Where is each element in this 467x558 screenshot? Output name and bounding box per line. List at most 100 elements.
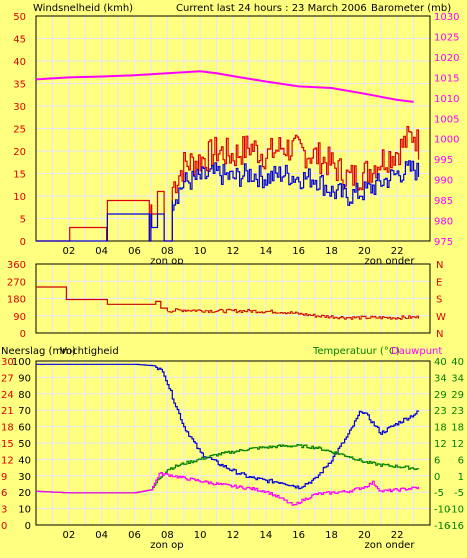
hour-tick-label: 14 <box>259 246 272 257</box>
humidity-tick-label: 100 <box>12 357 31 368</box>
sunrise-label: zon op <box>150 540 183 551</box>
temperature-tick-label: 18 <box>434 423 447 434</box>
compass-tick-label: E <box>436 277 442 288</box>
wind-mean-line <box>172 160 420 211</box>
hour-tick-label: 06 <box>128 530 141 541</box>
humidity-tick-label: 40 <box>18 455 31 466</box>
compass-tick-label: S <box>436 295 442 306</box>
humidity-line <box>36 363 420 490</box>
compass-tick-label: N <box>436 329 443 340</box>
wind-speed-tick-label: 50 <box>13 12 26 23</box>
dewpoint-tick-label: 29 <box>451 390 464 401</box>
humidity-tick-label: 30 <box>18 472 31 483</box>
temperature-tick-label: 29 <box>434 390 447 401</box>
hour-tick-label: 06 <box>128 246 141 257</box>
compass-tick-label: W <box>436 312 446 323</box>
barometer-tick-label: 980 <box>434 217 453 228</box>
wind-pressure-panel: 0510152025303540455097598098599099510001… <box>13 12 459 267</box>
compass-tick-label: N <box>436 260 443 271</box>
barometer-tick-label: 995 <box>434 155 453 166</box>
humidity-temperature-panel: 0369121518212427300102030405060708090100… <box>1 357 464 551</box>
barometer-tick-label: 1030 <box>434 12 459 23</box>
panel-frame <box>35 263 431 334</box>
panel-frame <box>35 360 431 526</box>
wind-speed-tick-label: 10 <box>13 192 26 203</box>
wind-speed-tick-label: 40 <box>13 57 26 68</box>
barometer-tick-label: 985 <box>434 196 453 207</box>
dewpoint-tick-label: 34 <box>451 373 464 384</box>
temperature-tick-label: 0 <box>434 472 440 483</box>
dewpoint-tick-label: 6 <box>458 455 464 466</box>
wind-direction-tick-label: 0 <box>20 329 26 340</box>
wind-direction-tick-label: 180 <box>7 295 26 306</box>
barometer-tick-label: 1015 <box>434 73 459 84</box>
wind-speed-tick-label: 20 <box>13 147 26 158</box>
hour-tick-label: 10 <box>194 246 207 257</box>
wind-mean-line <box>36 200 173 242</box>
hour-tick-label: 04 <box>95 530 108 541</box>
hour-tick-label: 08 <box>161 530 174 541</box>
hour-tick-label: 16 <box>292 246 305 257</box>
temperature-tick-label: -5 <box>434 488 444 499</box>
hour-tick-label: 20 <box>358 530 371 541</box>
wind-speed-tick-label: 45 <box>13 35 26 46</box>
barometer-tick-label: 975 <box>434 237 453 248</box>
precipitation-tick-label: 15 <box>1 439 14 450</box>
chart-title: Current last 24 hours : 23 March 2006 <box>176 3 367 14</box>
hour-tick-label: 18 <box>325 530 338 541</box>
hour-tick-label: 16 <box>292 530 305 541</box>
humidity-tick-label: 70 <box>18 406 31 417</box>
hour-tick-label: 12 <box>227 530 240 541</box>
hour-tick-label: 20 <box>358 246 371 257</box>
wind-speed-tick-label: 35 <box>13 80 26 91</box>
wind-speed-tick-label: 5 <box>20 215 26 226</box>
dewpoint-tick-label: 40 <box>451 357 464 368</box>
temperature-tick-label: -10 <box>434 505 450 516</box>
dewpoint-line <box>36 472 420 506</box>
humidity-tick-label: 60 <box>18 423 31 434</box>
barometer-tick-label: 1020 <box>434 53 459 64</box>
wind-speed-tick-label: 0 <box>20 237 26 248</box>
dewpoint-tick-label: 23 <box>451 406 464 417</box>
hour-tick-label: 18 <box>325 246 338 257</box>
dewpoint-axis-title: Dauwpunt <box>391 346 442 357</box>
precipitation-axis-title: Neerslag (mm) <box>1 346 76 357</box>
sunset-label: zon onder <box>364 256 415 267</box>
barometer-line <box>35 70 414 103</box>
dewpoint-tick-label: 12 <box>451 439 464 450</box>
dewpoint-tick-label: 18 <box>451 423 464 434</box>
dewpoint-tick-label: -10 <box>448 505 464 516</box>
temperature-tick-label: 40 <box>434 357 447 368</box>
sunrise-label: zon op <box>150 256 183 267</box>
barometer-tick-label: 990 <box>434 176 453 187</box>
humidity-tick-label: 80 <box>18 390 31 401</box>
dewpoint-tick-label: -16 <box>448 521 464 532</box>
hour-tick-label: 08 <box>161 246 174 257</box>
panel-frame <box>35 15 431 242</box>
precipitation-tick-label: 12 <box>1 455 14 466</box>
temperature-tick-label: 34 <box>434 373 447 384</box>
temperature-tick-label: 23 <box>434 406 447 417</box>
hour-tick-label: 22 <box>391 530 404 541</box>
hour-tick-label: 22 <box>391 246 404 257</box>
hour-tick-label: 02 <box>62 530 75 541</box>
humidity-tick-label: 10 <box>18 505 31 516</box>
barometer-tick-label: 1010 <box>434 94 459 105</box>
barometer-tick-label: 1005 <box>434 114 459 125</box>
hour-tick-label: 04 <box>95 246 108 257</box>
temperature-tick-label: 12 <box>434 439 447 450</box>
precipitation-tick-label: 0 <box>1 521 7 532</box>
wind-direction-tick-label: 270 <box>7 277 26 288</box>
precipitation-tick-label: 18 <box>1 423 14 434</box>
wind-direction-tick-label: 90 <box>13 312 26 323</box>
barometer-axis-title: Barometer (mb) <box>371 3 451 14</box>
hour-tick-label: 10 <box>194 530 207 541</box>
sunset-label: zon onder <box>364 540 415 551</box>
precipitation-tick-label: 24 <box>1 390 14 401</box>
wind-speed-tick-label: 30 <box>13 102 26 113</box>
humidity-tick-label: 0 <box>25 521 31 532</box>
precipitation-tick-label: 9 <box>1 472 7 483</box>
temperature-tick-label: -16 <box>434 521 450 532</box>
